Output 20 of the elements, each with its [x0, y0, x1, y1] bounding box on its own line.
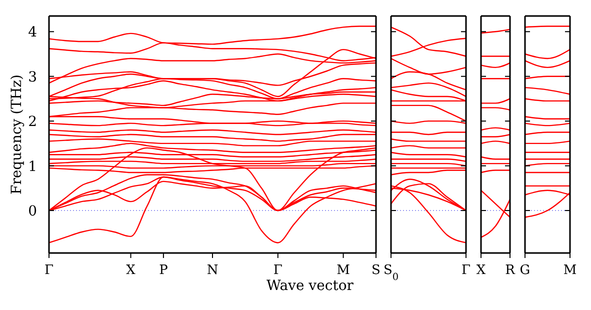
x-axis-title: Wave vector: [266, 278, 354, 294]
x-tick-label: Γ: [273, 263, 282, 278]
x-tick-label: M: [563, 263, 577, 278]
y-tick-label: 2: [28, 114, 37, 130]
x-tick-label: M: [336, 263, 350, 278]
y-axis-title: Frequency (THz): [8, 74, 25, 195]
x-tick-label: P: [159, 263, 168, 278]
y-tick-label: 4: [28, 24, 38, 41]
x-tick-label: G: [520, 263, 530, 278]
x-tick-label: Γ: [44, 263, 54, 278]
x-tick-label: X: [476, 263, 486, 278]
y-tick-label: 0: [28, 204, 37, 220]
x-tick-label: S: [372, 263, 380, 278]
x-tick-label: Γ: [461, 263, 471, 278]
x-tick-label: R: [505, 263, 516, 278]
y-tick-label: 1: [28, 158, 37, 175]
y-tick-label: 3: [28, 69, 37, 86]
x-tick-label: S$_{0}$: [383, 263, 399, 282]
x-tick-label: X: [126, 263, 136, 278]
x-tick-label: N: [206, 263, 218, 278]
